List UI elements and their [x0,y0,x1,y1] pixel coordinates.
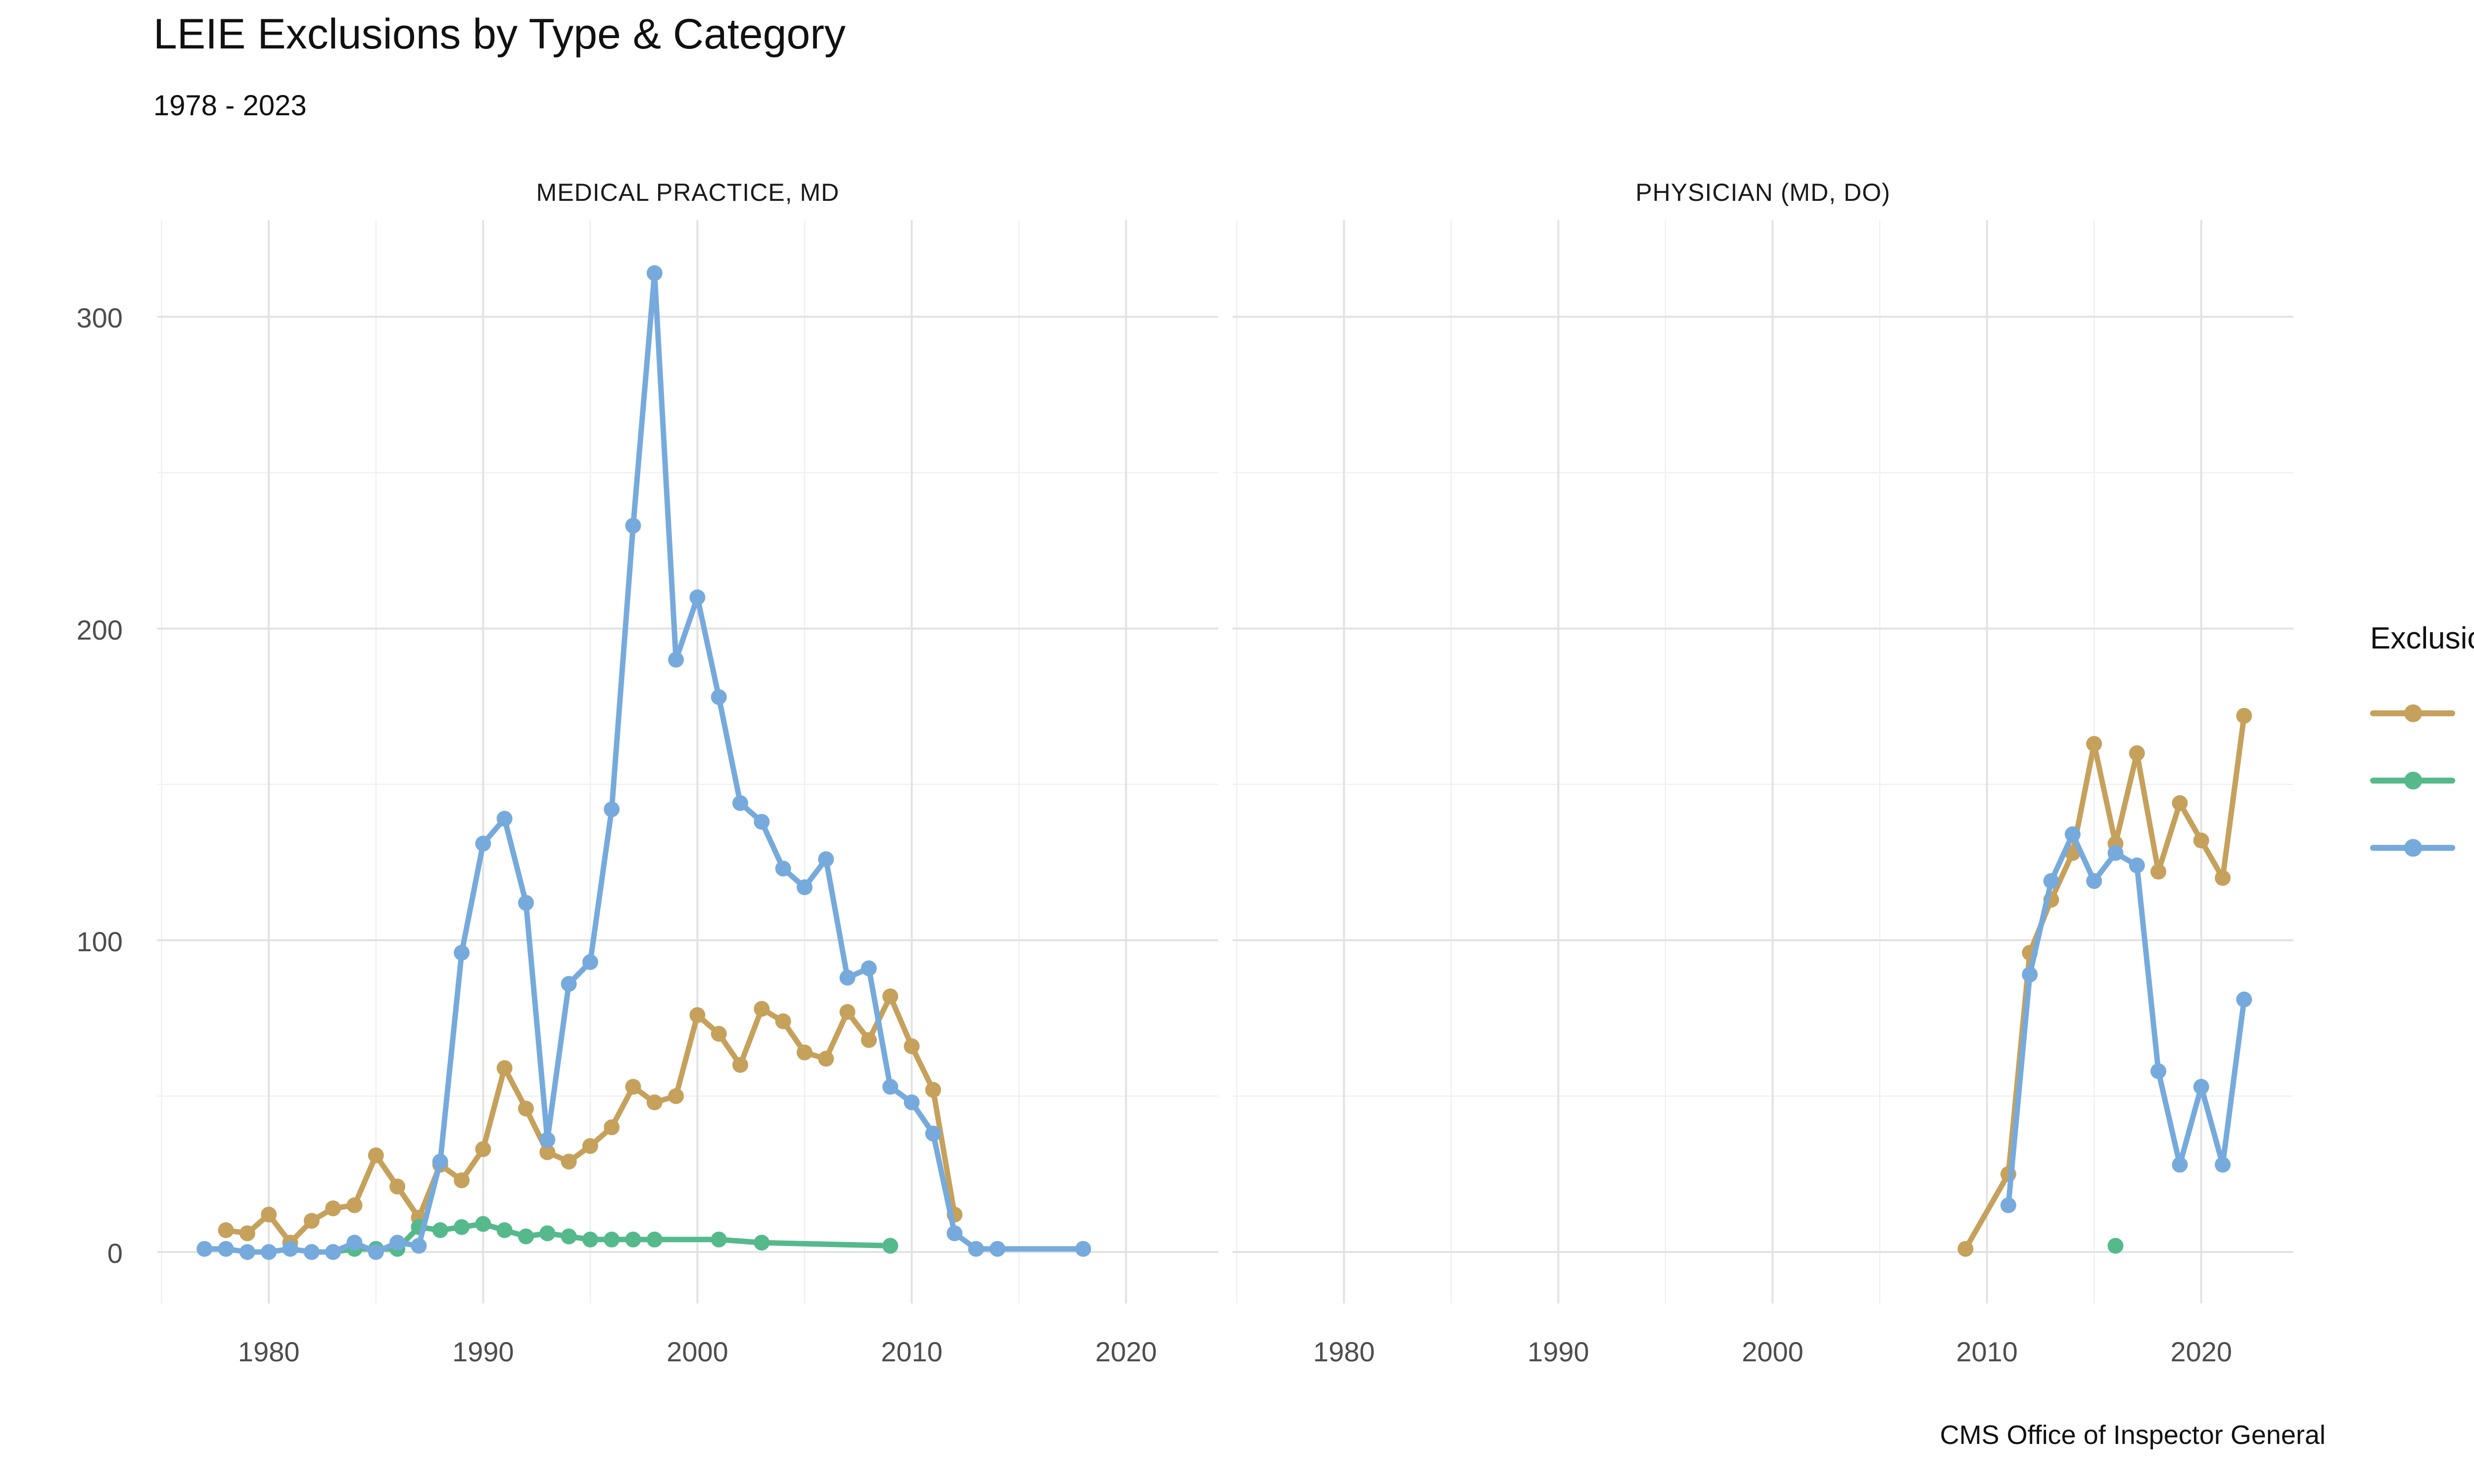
x-tick-label: 2010 [1956,1336,2018,1367]
facet-panel-medical-practice: 1980 1990 2000 2010 2020 0 100 200 300 [77,220,1218,1367]
y-tick-label: 300 [76,302,123,334]
facet-chart-medical-practice [157,220,1218,1303]
x-tick-label: 2020 [1095,1336,1157,1367]
plot-subtitle: 1978 - 2023 [153,90,307,122]
plot-caption: CMS Office of Inspector General [1940,1420,2326,1450]
x-tick-label: 2020 [2170,1336,2233,1367]
mandatory-key-icon [2370,693,2455,733]
facet-panel-physician: 1980 1990 2000 2010 2020 [1233,220,2293,1367]
legend-item-other: other [2370,760,2474,800]
facet-strip-medical-practice: MEDICAL PRACTICE, MD [536,179,840,206]
y-tick-label: 100 [76,926,123,957]
legend-item-mandatory: mandatory [2370,693,2474,733]
other-key-icon [2370,760,2455,800]
y-tick-label: 200 [76,614,123,646]
x-tick-label: 1980 [1313,1336,1375,1367]
facet-chart-physician [1233,220,2293,1303]
facet-strip-physician: PHYSICIAN (MD, DO) [1635,179,1891,206]
legend-title: Exclusion [2370,621,2474,655]
x-tick-label: 2010 [881,1336,943,1367]
x-tick-label: 1980 [238,1336,300,1367]
x-tick-label: 2000 [666,1336,728,1367]
plot-title: LEIE Exclusions by Type & Category [153,10,846,58]
legend-item-permissive: permissive [2370,828,2474,867]
permissive-key-icon [2370,828,2455,867]
x-tick-label: 1990 [452,1336,514,1367]
legend: Exclusion mandatory other permissive [2370,621,2474,895]
y-tick-label: 0 [107,1238,123,1269]
x-tick-label: 1990 [1527,1336,1589,1367]
x-tick-label: 2000 [1742,1336,1804,1367]
